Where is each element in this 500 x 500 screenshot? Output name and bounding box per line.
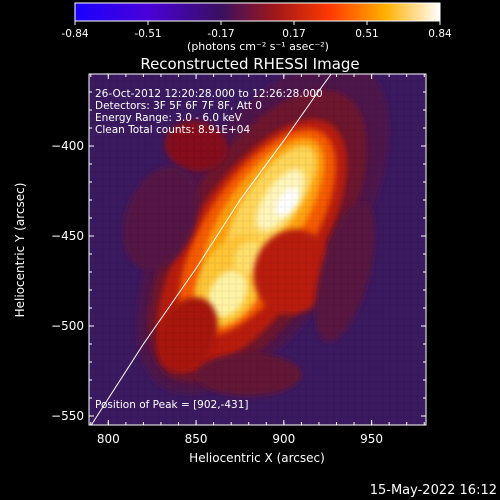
- heatmap-blob: [207, 270, 248, 318]
- x-axis-label: Heliocentric X (arcsec): [189, 451, 325, 465]
- heatmap-blob: [164, 120, 228, 172]
- heatmap: [89, 74, 426, 425]
- colorbar-tick-label: -0.84: [61, 28, 88, 40]
- heatmap-blob: [275, 187, 300, 216]
- y-tick-label: −500: [51, 319, 84, 333]
- x-tick-label: 800: [97, 432, 120, 446]
- colorbar-ticks: -0.84 -0.51 -0.17 0.17 0.51 0.84: [61, 21, 452, 40]
- colorbar-tick-label: 0.51: [355, 28, 378, 40]
- plot-frame: [88, 73, 427, 426]
- info-line: Energy Range: 3.0 - 6.0 keV: [95, 112, 243, 124]
- colorbar-tick-label: 0.84: [428, 28, 452, 40]
- y-tick-label: −450: [51, 229, 84, 243]
- colorbar-tick-label: 0.17: [282, 28, 305, 40]
- info-line: 26-Oct-2012 12:20:28.000 to 12:26:28.000: [95, 88, 323, 100]
- heatmap-blob: [156, 297, 218, 373]
- heatmap-blob: [315, 202, 376, 342]
- x-tick-label: 950: [360, 432, 383, 446]
- heatmap-blob: [253, 229, 332, 315]
- colorbar-tick-label: -0.17: [207, 28, 234, 40]
- y-axis: −400 −450 −500 −550: [51, 73, 426, 423]
- x-tick-label: 850: [185, 432, 208, 446]
- footer-timestamp: 15-May-2022 16:12: [370, 483, 497, 498]
- y-tick-label: −400: [51, 139, 84, 153]
- colorbar-tick-label: -0.51: [134, 28, 161, 40]
- heatmap-blob: [123, 165, 199, 271]
- colorbar-unit-label: (photons cm⁻² s⁻¹ asec⁻²): [187, 40, 329, 53]
- info-line: Detectors: 3F 5F 6F 7F 8F, Att 0: [95, 100, 262, 112]
- solar-limb-line: [90, 74, 332, 425]
- info-line: Clean Total counts: 8.91E+04: [95, 124, 250, 136]
- pixel-grid: [89, 74, 426, 425]
- y-tick-label: −550: [51, 409, 84, 423]
- colorbar: [74, 2, 441, 22]
- info-text: 26-Oct-2012 12:20:28.000 to 12:26:28.000…: [95, 88, 323, 136]
- x-tick-label: 900: [272, 432, 295, 446]
- x-axis: 800 850 900 950: [90, 74, 425, 446]
- y-axis-label: Heliocentric Y (arcsec): [13, 183, 27, 318]
- chart-title: Reconstructed RHESSI Image: [140, 55, 359, 73]
- heatmap-blob: [196, 353, 302, 397]
- peak-label: Position of Peak = [902,-431]: [95, 399, 249, 411]
